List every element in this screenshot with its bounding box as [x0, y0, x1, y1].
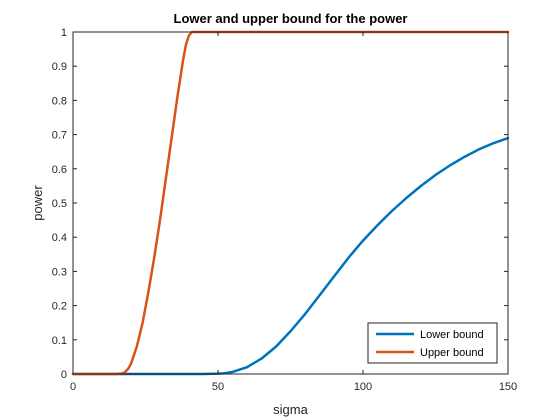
- x-tick-label: 0: [70, 381, 76, 393]
- legend-box: [367, 322, 498, 364]
- y-tick-label: 0.5: [52, 198, 67, 210]
- y-tick-label: 0.3: [52, 266, 67, 278]
- y-tick-label: 0.8: [52, 95, 67, 107]
- y-tick-label: 1: [61, 27, 67, 39]
- y-tick-label: 0.9: [52, 61, 67, 73]
- x-tick-label: 150: [499, 381, 517, 393]
- ticks-layer: 0 50 100 150 0 0.1 0.2 0.3 0.4 0.5 0.6 0.7 0.8 0.9 1: [52, 27, 517, 393]
- x-axis-label: sigma: [273, 402, 308, 417]
- x-tick-label: 100: [354, 381, 372, 393]
- y-tick-label: 0.1: [52, 335, 67, 347]
- y-tick-label: 0: [61, 369, 67, 381]
- y-axis-label: power: [30, 185, 45, 221]
- legend: Lower bound Upper bound: [367, 322, 498, 364]
- legend-label: Upper bound: [420, 347, 484, 359]
- y-tick-label: 0.2: [52, 301, 67, 313]
- legend-label: Lower bound: [420, 329, 484, 341]
- plot-area: [73, 32, 508, 374]
- y-tick-label: 0.6: [52, 164, 67, 176]
- chart-title: Lower and upper bound for the power: [174, 11, 408, 26]
- y-tick-label: 0.4: [52, 232, 67, 244]
- y-tick-label: 0.7: [52, 130, 67, 142]
- x-tick-label: 50: [212, 381, 224, 393]
